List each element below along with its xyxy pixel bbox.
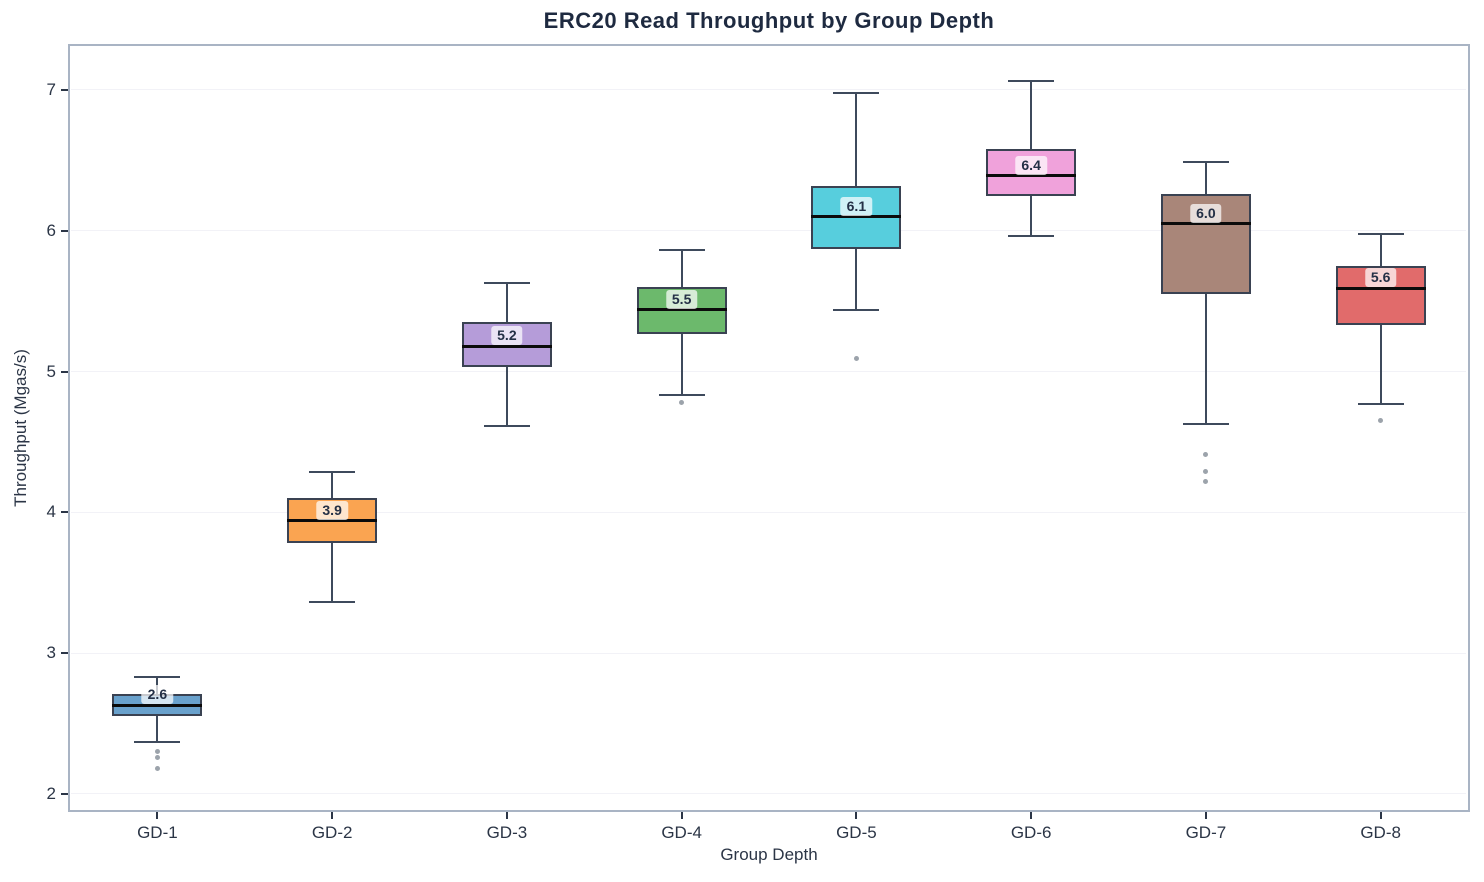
x-axis-tick [1204, 812, 1207, 819]
outlier-point [1378, 418, 1384, 424]
outlier-point [679, 400, 685, 405]
x-axis-tick [331, 812, 334, 819]
median-badge: 6.1 [840, 196, 873, 216]
x-axis-tick [505, 812, 508, 819]
x-axis-tick [1030, 812, 1033, 819]
x-tick-label: GD-5 [836, 823, 877, 842]
median-line [1335, 286, 1426, 290]
y-tick-label: 7 [46, 79, 56, 99]
x-tick-label: GD-7 [1185, 823, 1227, 842]
whisker-cap-bottom [658, 394, 705, 397]
outlier-point [154, 766, 160, 772]
gridline [71, 511, 1466, 513]
y-axis-tick [61, 229, 68, 232]
x-axis-tick [1379, 812, 1382, 819]
whisker-cap-top [309, 470, 356, 473]
whisker-cap-bottom [309, 601, 356, 604]
y-axis-tick [61, 370, 68, 373]
y-tick-label: 6 [46, 220, 56, 240]
x-tick-label: GD-3 [486, 823, 528, 842]
median-line [636, 308, 727, 312]
x-tick-label: GD-2 [311, 823, 353, 842]
whisker-cap-top [658, 249, 705, 252]
median-line [1160, 222, 1251, 226]
y-tick-label: 3 [46, 643, 56, 663]
x-axis-tick [680, 812, 683, 819]
y-axis-label: Throughput (Mgas/s) [11, 349, 30, 507]
y-axis-tick [61, 511, 68, 514]
gridline [71, 652, 1466, 654]
whisker-cap-top [134, 676, 181, 679]
median-badge: 5.2 [491, 326, 523, 346]
median-line [112, 703, 203, 707]
gridline [71, 793, 1466, 795]
median-badge: 3.9 [316, 500, 348, 520]
chart-title: ERC20 Read Throughput by Group Depth [543, 8, 995, 33]
whisker-cap-top [1182, 160, 1229, 163]
whisker-cap-bottom [134, 740, 181, 743]
outlier-point [853, 356, 859, 362]
median-badge: 5.6 [1364, 268, 1397, 288]
whisker-cap-top [1357, 232, 1404, 235]
median-line [287, 519, 378, 523]
outlier-point [1203, 452, 1209, 458]
whisker-cap-top [833, 91, 880, 94]
plot-area [68, 44, 1470, 812]
gridline [71, 371, 1466, 373]
outlier-point [154, 754, 160, 760]
x-axis-tick [855, 812, 858, 819]
outlier-point [1203, 469, 1209, 474]
x-axis-label: Group Depth [720, 845, 818, 864]
y-axis-tick [61, 652, 68, 655]
x-tick-label: GD-4 [661, 823, 702, 842]
median-line [461, 344, 552, 348]
y-axis-tick [61, 792, 68, 795]
gridline [71, 89, 1466, 91]
whisker-cap-bottom [833, 308, 880, 311]
whisker-cap-top [1008, 80, 1055, 83]
median-line [986, 174, 1077, 178]
whisker-cap-bottom [1357, 402, 1404, 405]
y-axis-tick [61, 88, 68, 91]
median-badge: 2.6 [141, 685, 174, 705]
whisker-cap-bottom [483, 425, 530, 428]
median-badge: 5.5 [665, 289, 698, 309]
y-tick-label: 5 [46, 361, 56, 381]
whisker-cap-bottom [1008, 235, 1055, 238]
y-tick-label: 2 [46, 783, 56, 803]
x-tick-label: GD-8 [1360, 823, 1401, 842]
outlier-point [1203, 478, 1209, 484]
x-axis-tick [156, 812, 159, 819]
outlier-point [154, 749, 160, 755]
median-line [811, 215, 902, 219]
whisker-cap-bottom [1182, 422, 1229, 425]
whisker-cap-top [483, 281, 530, 284]
median-badge: 6.4 [1015, 155, 1047, 175]
gridline [71, 230, 1466, 232]
y-tick-label: 4 [46, 502, 56, 522]
median-badge: 6.0 [1190, 203, 1222, 223]
x-tick-label: GD-1 [137, 823, 178, 842]
x-tick-label: GD-6 [1010, 823, 1052, 842]
